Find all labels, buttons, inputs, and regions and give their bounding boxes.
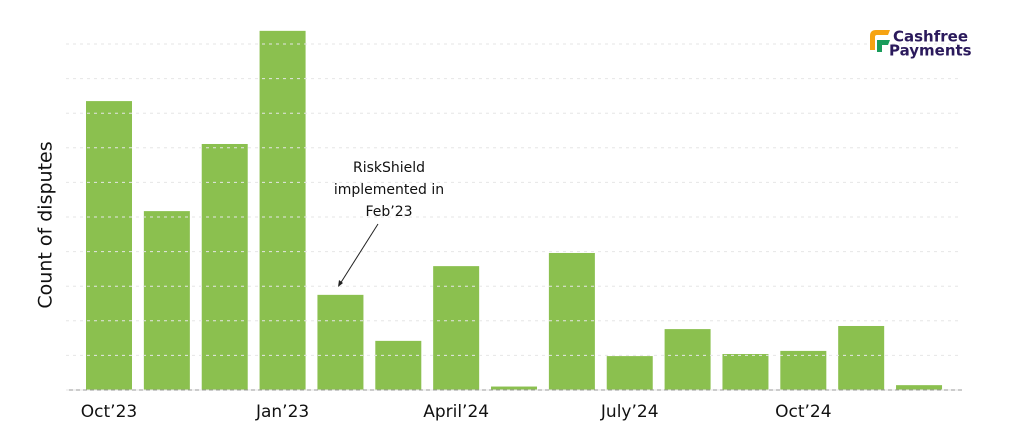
bar <box>664 329 711 390</box>
bar <box>201 143 248 390</box>
logo-icon <box>870 30 890 50</box>
bar <box>780 350 827 390</box>
bar <box>433 266 480 390</box>
x-tick-label: July’24 <box>600 402 659 422</box>
x-tick-label: Jan’23 <box>255 402 309 422</box>
bar <box>722 354 769 390</box>
bar <box>259 30 306 391</box>
y-axis-label: Count of disputes <box>35 141 57 308</box>
bar <box>86 101 132 390</box>
x-tick-label: April’24 <box>423 402 489 422</box>
logo-text: Payments <box>889 42 972 60</box>
bar <box>548 252 595 390</box>
logo-text: Cashfree <box>893 28 968 46</box>
bar <box>896 385 943 390</box>
logo-icon <box>877 40 890 52</box>
logo: Cashfree Payments <box>870 28 972 60</box>
annotation: implemented in <box>334 182 444 198</box>
x-tick-label: Oct’23 <box>81 402 137 422</box>
bar <box>375 340 422 390</box>
bar <box>143 211 190 390</box>
x-tick-label: Oct’24 <box>775 402 831 422</box>
bar <box>491 386 538 390</box>
bar <box>606 356 653 390</box>
bar <box>838 325 885 390</box>
annotation-arrow <box>339 223 379 285</box>
annotation: Feb’23 <box>365 204 412 220</box>
bar <box>317 294 364 390</box>
annotation: RiskShield <box>353 160 425 176</box>
annotation-arrowhead <box>338 280 343 287</box>
